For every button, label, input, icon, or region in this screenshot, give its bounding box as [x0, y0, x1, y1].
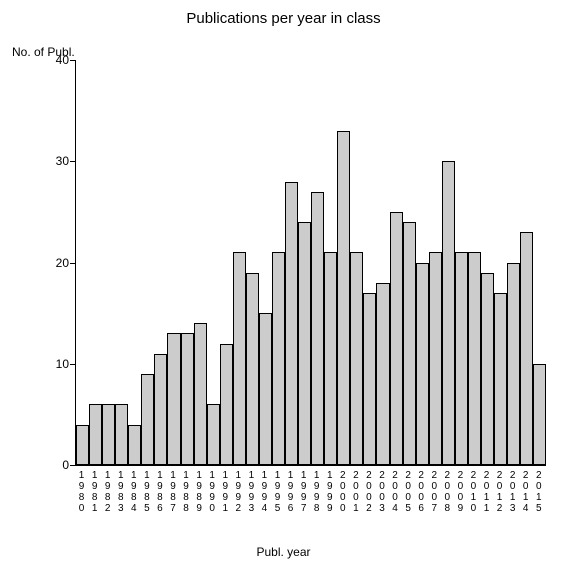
x-tick-label: 1987 [166, 470, 179, 514]
x-tick-label: 2000 [336, 470, 349, 514]
x-tick-label: 2008 [441, 470, 454, 514]
x-tick-label: 1985 [140, 470, 153, 514]
x-tick-label: 1990 [206, 470, 219, 514]
bar [520, 232, 533, 465]
y-tick-label: 10 [56, 357, 69, 371]
x-tick-label: 1996 [284, 470, 297, 514]
bar [416, 263, 429, 466]
x-tick-label: 2014 [519, 470, 532, 514]
bars-group [76, 60, 546, 465]
x-tick-label: 1983 [114, 470, 127, 514]
x-tick-label: 1984 [127, 470, 140, 514]
x-tick-label: 2003 [375, 470, 388, 514]
bar [285, 182, 298, 466]
x-tick-label: 1994 [258, 470, 271, 514]
x-tick-label: 1993 [245, 470, 258, 514]
bar [181, 333, 194, 465]
bar [102, 404, 115, 465]
bar [115, 404, 128, 465]
chart-container: Publications per year in class No. of Pu… [0, 0, 567, 567]
bar [429, 252, 442, 465]
y-tick-label: 0 [62, 458, 69, 472]
x-tick-label: 2009 [454, 470, 467, 514]
bar [376, 283, 389, 465]
bar [128, 425, 141, 466]
bar [390, 212, 403, 465]
x-tick-label: 2005 [402, 470, 415, 514]
bar [207, 404, 220, 465]
bar [363, 293, 376, 465]
x-tick-label: 1991 [219, 470, 232, 514]
plot-area [75, 60, 546, 466]
bar [246, 273, 259, 465]
bar [259, 313, 272, 465]
bar [272, 252, 285, 465]
bar [233, 252, 246, 465]
bar [220, 344, 233, 466]
bar [311, 192, 324, 465]
bar [298, 222, 311, 465]
x-tick-label: 2013 [506, 470, 519, 514]
bar [403, 222, 416, 465]
bar [350, 252, 363, 465]
x-tick-label: 1986 [153, 470, 166, 514]
x-tick-label: 1992 [232, 470, 245, 514]
bar [468, 252, 481, 465]
x-axis-label: Publ. year [0, 545, 567, 559]
bar [533, 364, 546, 465]
x-tick-label: 1989 [193, 470, 206, 514]
x-tick-label: 1999 [323, 470, 336, 514]
x-tick-label: 2010 [467, 470, 480, 514]
bar [324, 252, 337, 465]
x-tick-label: 1998 [310, 470, 323, 514]
x-tick-label: 2007 [428, 470, 441, 514]
x-tick-label: 2001 [349, 470, 362, 514]
bar [481, 273, 494, 465]
bar [76, 425, 89, 466]
bar [455, 252, 468, 465]
x-tick-label: 1982 [101, 470, 114, 514]
x-tick-label: 2006 [415, 470, 428, 514]
bar [141, 374, 154, 465]
x-tick-label: 2004 [389, 470, 402, 514]
x-tick-label: 1997 [297, 470, 310, 514]
chart-title: Publications per year in class [0, 10, 567, 27]
bar [494, 293, 507, 465]
x-tick-label: 1980 [75, 470, 88, 514]
x-tick-label: 2002 [362, 470, 375, 514]
bar [442, 161, 455, 465]
y-tick-label: 40 [56, 53, 69, 67]
bar [89, 404, 102, 465]
bar [154, 354, 167, 465]
y-tick-label: 30 [56, 154, 69, 168]
bar [507, 263, 520, 466]
bar [194, 323, 207, 465]
x-tick-label: 1995 [271, 470, 284, 514]
x-tick-label: 1988 [180, 470, 193, 514]
x-tick-label: 2015 [532, 470, 545, 514]
bar [167, 333, 180, 465]
x-tick-label: 2011 [480, 470, 493, 514]
x-tick-label: 1981 [88, 470, 101, 514]
x-labels-group: 1980198119821983198419851986198719881989… [75, 470, 545, 514]
y-tick-label: 20 [56, 256, 69, 270]
x-tick-label: 2012 [493, 470, 506, 514]
bar [337, 131, 350, 465]
